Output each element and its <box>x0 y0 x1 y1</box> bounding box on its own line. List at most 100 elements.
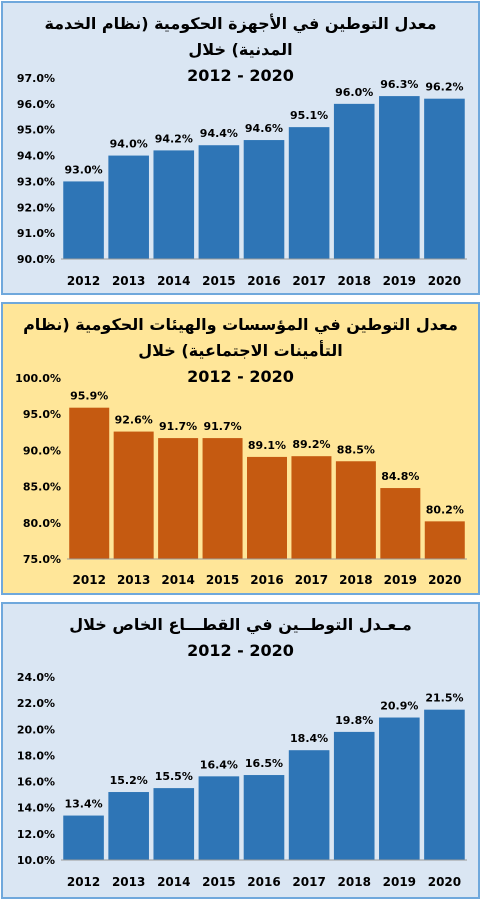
y-tick-label: 16.0% <box>17 776 55 789</box>
chart-title-private-sector: مـعـدل التوطــين في القطـــاع الخاص خلال… <box>13 612 468 664</box>
bar-2018 <box>335 461 376 559</box>
x-tick-label: 2015 <box>202 274 235 288</box>
x-tick-label: 2020 <box>428 875 461 889</box>
data-label-2018: 19.8% <box>335 714 373 727</box>
bar-2017 <box>288 750 330 860</box>
bar-2013 <box>108 792 149 860</box>
y-tick-label: 95.0% <box>17 124 55 137</box>
data-label-2014: 94.2% <box>155 132 193 145</box>
data-label-2015: 94.4% <box>200 127 238 140</box>
y-tick-label: 24.0% <box>17 671 55 684</box>
data-label-2012: 13.4% <box>64 798 102 811</box>
y-tick-label: 94.0% <box>17 150 55 163</box>
bar-2019 <box>379 717 420 860</box>
chart-panel-private-sector: 10.0% 12.0% 14.0% 16.0% 18.0% 20.0% 22.0% 24.0%… <box>1 602 480 899</box>
y-tick-label: 80.0% <box>23 517 61 530</box>
x-tick-label: 2015 <box>206 573 239 587</box>
data-label-2020: 96.2% <box>425 81 463 94</box>
chart-title-civil-service: معدل التوطين في الأجهزة الحكومية (نظام ا… <box>13 11 468 89</box>
data-label-2020: 80.2% <box>426 503 464 516</box>
data-label-2012: 95.9% <box>70 390 108 403</box>
x-tick-label: 2017 <box>292 274 325 288</box>
y-tick-label: 91.0% <box>17 227 55 240</box>
x-tick-label: 2013 <box>117 573 150 587</box>
chart-title-years: 2012 - 2020 <box>187 367 294 386</box>
chart-panel-civil-service: 90.0% 91.0% 92.0% 93.0% 94.0% 95.0% 96.0% 97.0%… <box>1 1 480 295</box>
bar-2014 <box>153 788 195 860</box>
x-tick-label: 2014 <box>157 274 190 288</box>
y-tick-label: 75.0% <box>23 553 61 566</box>
bar-2013 <box>113 431 154 559</box>
chart-svg-social-insurance: 75.0% 80.0% 85.0% 90.0% 95.0% 100.0% 95.9% 2012… <box>1 302 480 595</box>
data-label-2016: 94.6% <box>245 122 283 135</box>
data-label-2016: 89.1% <box>248 439 286 452</box>
bar-2014 <box>153 150 195 259</box>
bar-2018 <box>333 103 375 259</box>
data-label-2015: 16.4% <box>200 758 238 771</box>
y-tick-label: 93.0% <box>17 175 55 188</box>
x-tick-label: 2012 <box>73 573 106 587</box>
bar-2017 <box>291 456 332 559</box>
x-tick-label: 2016 <box>250 573 283 587</box>
x-tick-label: 2018 <box>338 875 371 889</box>
bar-2019 <box>380 488 421 559</box>
data-label-2019: 84.8% <box>381 470 419 483</box>
x-tick-label: 2019 <box>383 875 416 889</box>
data-label-2016: 16.5% <box>245 757 283 770</box>
chart-svg-civil-service: 90.0% 91.0% 92.0% 93.0% 94.0% 95.0% 96.0% 97.0%… <box>1 1 480 295</box>
y-tick-label: 18.0% <box>17 749 55 762</box>
x-tick-label: 2016 <box>247 875 280 889</box>
y-tick-label: 95.0% <box>23 408 61 421</box>
data-label-2018: 88.5% <box>337 443 375 456</box>
chart-title-text: معدل التوطين في الأجهزة الحكومية (نظام ا… <box>44 14 437 59</box>
chart-title-years: 2012 - 2020 <box>187 66 294 85</box>
bar-2018 <box>333 731 375 860</box>
bar-2020 <box>424 521 465 559</box>
data-label-2013: 92.6% <box>115 414 153 427</box>
bar-2016 <box>243 140 285 259</box>
bar-2012 <box>63 815 104 860</box>
data-label-2019: 20.9% <box>380 700 418 713</box>
x-tick-label: 2013 <box>112 274 145 288</box>
data-label-2013: 94.0% <box>110 138 148 151</box>
chart-title-text: مـعـدل التوطــين في القطـــاع الخاص خلال <box>69 615 412 634</box>
y-tick-label: 90.0% <box>17 253 55 266</box>
chart-svg-private-sector: 10.0% 12.0% 14.0% 16.0% 18.0% 20.0% 22.0% 24.0%… <box>1 602 480 899</box>
bar-2015 <box>198 145 240 259</box>
data-label-2019: 96.3% <box>380 78 418 91</box>
y-tick-label: 22.0% <box>17 697 55 710</box>
x-tick-label: 2020 <box>428 573 461 587</box>
y-tick-label: 90.0% <box>23 444 61 457</box>
x-tick-label: 2012 <box>67 274 100 288</box>
data-label-2015: 91.7% <box>203 420 241 433</box>
bar-2013 <box>108 155 149 259</box>
y-tick-label: 85.0% <box>23 481 61 494</box>
y-tick-label: 92.0% <box>17 201 55 214</box>
x-tick-label: 2014 <box>157 875 190 889</box>
data-label-2020: 21.5% <box>425 692 463 705</box>
x-tick-label: 2013 <box>112 875 145 889</box>
bar-2020 <box>424 709 465 860</box>
bar-2016 <box>243 775 285 860</box>
data-label-2013: 15.2% <box>110 774 148 787</box>
data-label-2018: 96.0% <box>335 86 373 99</box>
x-tick-label: 2016 <box>247 274 280 288</box>
data-label-2014: 15.5% <box>155 770 193 783</box>
y-tick-label: 20.0% <box>17 723 55 736</box>
x-tick-label: 2019 <box>383 274 416 288</box>
y-tick-label: 12.0% <box>17 828 55 841</box>
bar-2015 <box>202 438 243 559</box>
chart-title-social-insurance: معدل التوطين في المؤسسات والهيئات الحكوم… <box>13 312 468 390</box>
x-tick-label: 2019 <box>384 573 417 587</box>
x-tick-label: 2015 <box>202 875 235 889</box>
bar-2017 <box>288 127 330 259</box>
bar-2020 <box>424 98 465 259</box>
bar-2015 <box>198 776 240 860</box>
chart-title-years: 2012 - 2020 <box>187 641 294 660</box>
bar-2014 <box>158 438 199 559</box>
x-tick-label: 2014 <box>161 573 194 587</box>
x-tick-label: 2017 <box>295 573 328 587</box>
data-label-2017: 89.2% <box>292 438 330 451</box>
x-tick-label: 2018 <box>338 274 371 288</box>
data-label-2017: 95.1% <box>290 109 328 122</box>
